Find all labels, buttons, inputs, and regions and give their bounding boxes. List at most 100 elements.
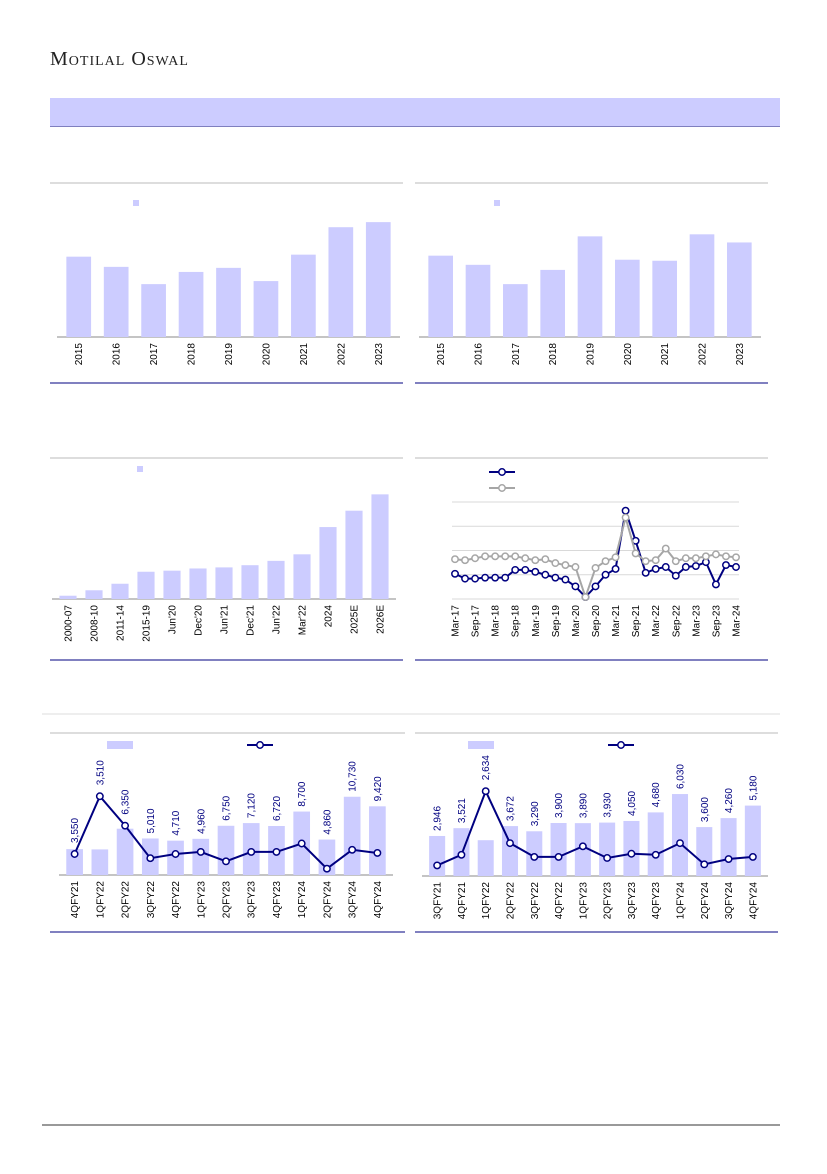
bar: [241, 565, 259, 599]
x-tick-label: 2000-07: [64, 605, 75, 642]
point: [297, 839, 306, 848]
point: [481, 787, 490, 796]
bar: [371, 494, 389, 599]
x-tick-label: 2QFY24: [322, 881, 333, 919]
x-tick-label: Mar-24: [732, 605, 743, 637]
x-tick-label: 2024: [324, 605, 335, 628]
x-tick-label: 3QFY21: [433, 882, 444, 920]
x-tick-label: Sep-22: [671, 605, 682, 638]
point: [511, 565, 520, 574]
x-tick-label: 3QFY24: [348, 881, 359, 919]
x-tick-label: 2021: [299, 343, 310, 366]
data-label: 9,420: [373, 776, 384, 801]
legend-marker: [498, 468, 506, 476]
data-label: 10,730: [348, 761, 359, 792]
point: [461, 556, 469, 565]
point: [511, 552, 520, 561]
point: [272, 847, 281, 856]
point: [531, 556, 540, 565]
x-tick-label: 2017: [149, 343, 160, 366]
point: [722, 561, 730, 569]
bar: [103, 266, 129, 337]
point: [348, 845, 357, 854]
x-tick-label: 2QFY22: [506, 882, 517, 920]
bar: [343, 796, 361, 875]
point: [627, 849, 636, 858]
x-tick-label: 2016: [474, 343, 485, 366]
x-tick-label: 4QFY21: [70, 881, 81, 919]
point: [651, 564, 660, 573]
bar: [291, 254, 316, 337]
point: [501, 552, 510, 561]
bar: [744, 805, 761, 876]
point: [471, 574, 480, 583]
x-tick-label: Mar'22: [298, 605, 309, 636]
bar: [215, 567, 233, 599]
data-label: 3,600: [700, 797, 711, 822]
x-tick-label: Dec'21: [246, 605, 257, 636]
point: [732, 553, 740, 562]
x-tick-label: 1QFY23: [578, 882, 589, 920]
x-tick-label: 3QFY23: [247, 881, 258, 919]
bar: [141, 284, 166, 337]
point: [641, 568, 650, 577]
bar: [365, 222, 391, 337]
line: [436, 788, 753, 867]
point: [671, 557, 680, 566]
bar: [647, 812, 664, 876]
point: [461, 574, 469, 583]
legend-marker: [617, 741, 625, 749]
point: [661, 563, 670, 571]
x-tick-label: 4QFY21: [457, 882, 468, 920]
point: [691, 562, 700, 570]
x-tick-label: 2022: [336, 343, 347, 366]
bar: [577, 236, 603, 337]
x-tick-label: Mar-20: [571, 605, 582, 637]
bar: [253, 281, 279, 337]
data-label: 3,550: [70, 818, 81, 843]
point: [481, 573, 490, 582]
x-tick-label: 2015-19: [142, 605, 153, 642]
data-label: 8,700: [297, 781, 308, 806]
x-tick-label: 2015: [74, 343, 85, 366]
bar: [671, 794, 689, 876]
data-label: 2,946: [433, 806, 444, 831]
x-tick-label: 2011-14: [116, 605, 127, 641]
x-tick-label: 2008-10: [90, 605, 101, 642]
point: [611, 553, 620, 562]
point: [171, 850, 180, 858]
x-tick-label: Mar-22: [651, 605, 662, 637]
x-tick-label: 1QFY23: [196, 881, 207, 919]
x-tick-label: Jun'21: [220, 605, 231, 635]
x-tick-label: 2017: [511, 343, 522, 366]
point: [196, 847, 205, 856]
data-label: 4,050: [627, 790, 638, 815]
x-tick-label: 3QFY22: [146, 881, 157, 919]
bar: [59, 595, 77, 599]
x-tick-label: 2019: [224, 343, 235, 366]
point: [691, 554, 700, 563]
point: [506, 839, 514, 848]
point: [551, 573, 560, 582]
x-tick-label: 4QFY24: [373, 881, 384, 919]
point: [591, 582, 600, 591]
point: [530, 852, 539, 861]
legend-marker: [256, 741, 264, 749]
section-band: [50, 98, 780, 126]
bar: [369, 806, 386, 875]
point: [247, 847, 256, 856]
x-tick-label: 3QFY23: [627, 882, 638, 920]
bar: [599, 822, 616, 876]
point: [581, 593, 590, 602]
point: [621, 513, 630, 522]
point: [95, 792, 104, 801]
bar: [615, 259, 640, 337]
bar: [116, 828, 134, 875]
data-label: 3,510: [95, 760, 106, 785]
point: [541, 555, 550, 564]
point: [521, 565, 530, 574]
point: [611, 564, 620, 573]
point: [700, 860, 709, 869]
x-tick-label: 2026E: [376, 605, 387, 634]
